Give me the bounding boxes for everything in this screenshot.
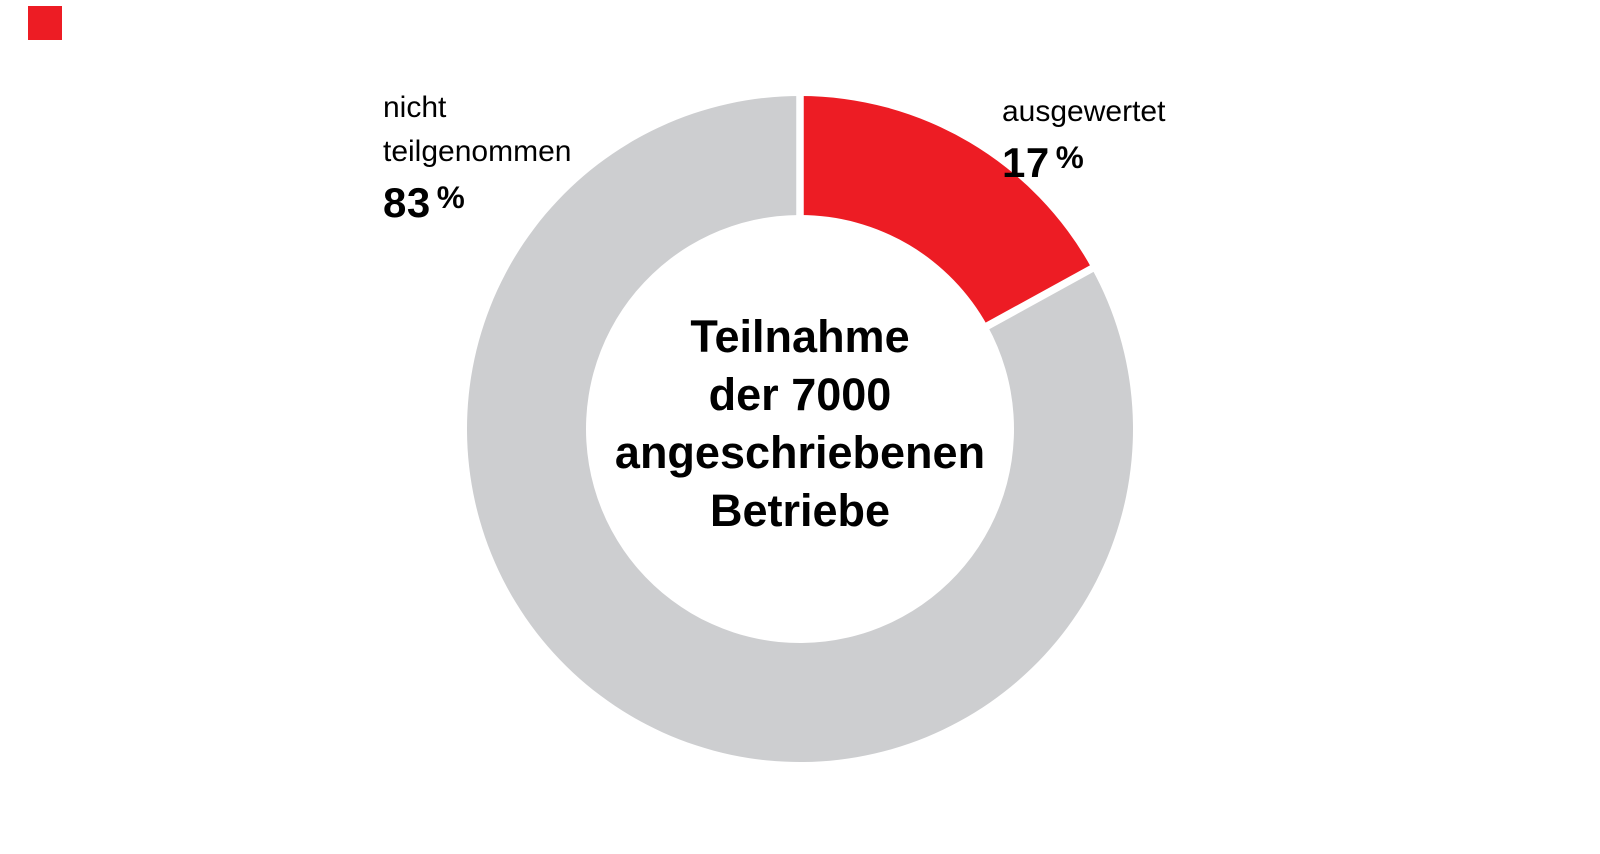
label-left-line2: teilgenommen — [383, 135, 572, 168]
chart-center-title: Teilnahme der 7000 angeschriebenen Betri… — [500, 308, 1100, 540]
center-title-line: Betriebe — [709, 485, 891, 536]
donut-slices — [466, 86, 1133, 763]
label-left-line1: nicht — [383, 91, 447, 124]
label-right-value: 17% — [1002, 134, 1165, 186]
label-ausgewertet: ausgewertet 17% — [1002, 90, 1165, 186]
label-left-number: 83 — [383, 178, 431, 226]
center-title-line: angeschriebenen — [614, 427, 986, 478]
donut-slice-ausgewertet — [800, 96, 1092, 326]
slice-gap — [976, 260, 1103, 335]
label-left-value: 83% — [383, 174, 571, 226]
label-right-line1: ausgewertet — [1002, 95, 1166, 128]
percent-sign: % — [436, 179, 466, 215]
label-nicht-teilgenommen: nicht teilgenommen 83% — [383, 86, 571, 226]
center-title-line: der 7000 — [708, 369, 892, 420]
donut-slice-nicht-teilgenommen — [466, 96, 1133, 763]
percent-sign: % — [1055, 139, 1085, 175]
center-title-line: Teilnahme — [690, 311, 910, 362]
label-right-number: 17 — [1002, 138, 1050, 186]
red-square-logo — [28, 6, 62, 40]
